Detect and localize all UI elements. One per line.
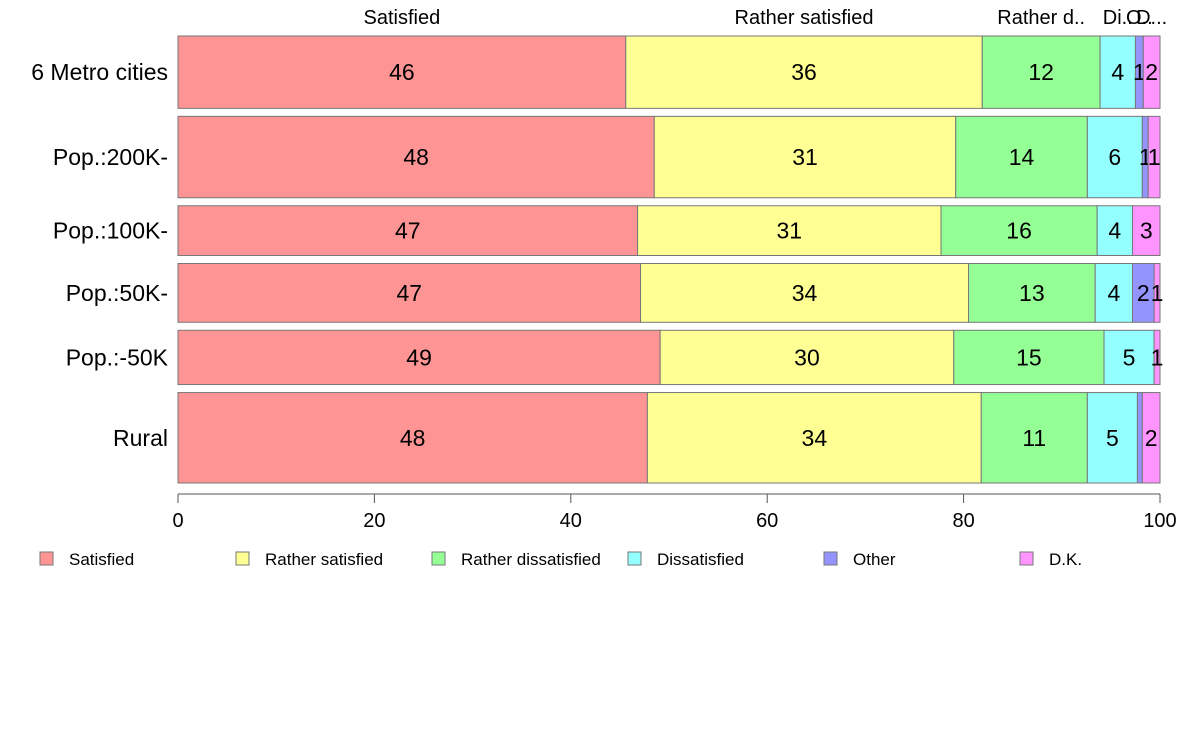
data-label: 5 (1123, 344, 1136, 370)
top-label: D... (1136, 7, 1167, 29)
bar-segment (625, 35, 983, 109)
bar-segment (177, 263, 642, 323)
bar-segment (177, 392, 648, 484)
legend-label: Dissatisfied (657, 550, 744, 569)
data-label: 31 (792, 144, 818, 170)
bar-segment (1103, 329, 1155, 386)
top-label: Satisfied (364, 7, 441, 29)
bar-segment (659, 329, 955, 386)
x-tick-label: 20 (363, 510, 385, 532)
x-tick-label: 0 (172, 510, 183, 532)
data-label: 11 (1022, 425, 1046, 451)
data-label: 4 (1107, 280, 1120, 306)
data-label: 30 (794, 344, 820, 370)
data-label: 1 (1133, 59, 1146, 85)
legend-swatch (823, 551, 838, 566)
data-label: 1 (1151, 280, 1164, 306)
data-label: 31 (776, 218, 802, 244)
bar-segment (1147, 115, 1161, 199)
legend-swatch (431, 551, 446, 566)
category-label: Pop.:200K- (53, 144, 168, 170)
bar-segment (940, 205, 1098, 256)
bar-segment (981, 35, 1101, 109)
bar-segment (1086, 115, 1143, 199)
bar-segment (1132, 205, 1161, 256)
top-label: O.. (1126, 7, 1153, 29)
legend-swatch (1019, 551, 1034, 566)
data-label: 34 (802, 425, 828, 451)
data-label: 4 (1111, 59, 1124, 85)
x-tick-label: 60 (756, 510, 778, 532)
data-label: 2 (1145, 425, 1158, 451)
data-label: 48 (400, 425, 426, 451)
data-label: 15 (1016, 344, 1042, 370)
data-label: 46 (389, 59, 415, 85)
data-label: 36 (791, 59, 817, 85)
bar-segment (637, 205, 942, 256)
data-label: 1 (1151, 344, 1164, 370)
legend-label: Rather satisfied (265, 550, 383, 569)
category-label: Pop.:50K- (66, 280, 168, 306)
data-label: 5 (1106, 425, 1119, 451)
bar-segment (1086, 392, 1138, 484)
bar-segment (653, 115, 957, 199)
category-label: Rural (113, 425, 168, 451)
legend-swatch (39, 551, 54, 566)
bar-segment (980, 392, 1088, 484)
category-label: Pop.:-50K (66, 344, 169, 370)
x-tick-label: 100 (1143, 510, 1176, 532)
x-tick-label: 80 (952, 510, 974, 532)
data-label: 6 (1108, 144, 1121, 170)
bar-segment (968, 263, 1096, 323)
data-label: 48 (403, 144, 429, 170)
bar-segment (640, 263, 970, 323)
bar-segment (1096, 205, 1134, 256)
legend-label: D.K. (1049, 550, 1082, 569)
bar-segment (177, 329, 661, 386)
legend-swatch (627, 551, 642, 566)
data-label: 14 (1009, 144, 1035, 170)
legend-swatch (235, 551, 250, 566)
data-label: 3 (1140, 218, 1153, 244)
data-label: 4 (1108, 218, 1121, 244)
bar-segment (1136, 392, 1143, 484)
bar-segment (1153, 263, 1161, 323)
bar-segment (953, 329, 1105, 386)
data-label: 49 (406, 344, 432, 370)
category-label: Pop.:100K- (53, 218, 168, 244)
data-label: 16 (1006, 218, 1032, 244)
bar-segment (177, 35, 627, 109)
data-label: 13 (1019, 280, 1045, 306)
bar-segment (646, 392, 982, 484)
legend-label: Rather dissatisfied (461, 550, 601, 569)
legend-label: Other (853, 550, 896, 569)
data-label: 12 (1028, 59, 1054, 85)
bar-segment (1153, 329, 1161, 386)
top-label: Rather d.. (997, 7, 1085, 29)
bar-segment (1142, 35, 1161, 109)
data-label: 34 (792, 280, 818, 306)
data-label: 47 (396, 280, 422, 306)
category-label: 6 Metro cities (31, 59, 168, 85)
data-label: 2 (1137, 280, 1150, 306)
top-label: Di.. (1103, 7, 1133, 29)
legend-label: Satisfied (69, 550, 134, 569)
bar-segment (177, 115, 655, 199)
top-label: Rather satisfied (735, 7, 874, 29)
data-label: 2 (1145, 59, 1158, 85)
x-tick-label: 40 (560, 510, 582, 532)
data-label: 1 (1148, 144, 1161, 170)
bar-segment (1141, 392, 1161, 484)
bar-segment (955, 115, 1088, 199)
data-label: 47 (395, 218, 421, 244)
